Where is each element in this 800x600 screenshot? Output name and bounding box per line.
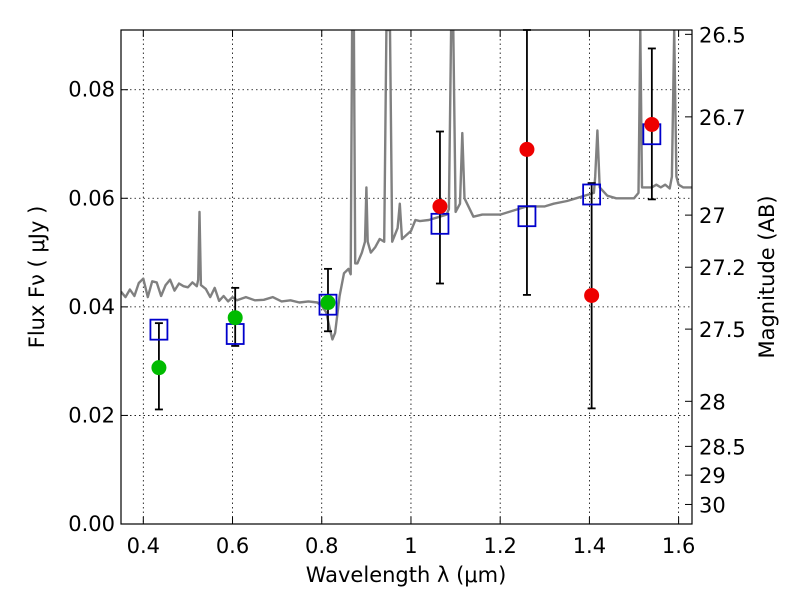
- y-tick-label: 0.04: [68, 295, 115, 319]
- y-tick-label: 0.00: [68, 512, 115, 536]
- tick-labels: 0.4 0.6 0.8 1 1.2 1.4 1.6 0.00 0.02 0.04 0.06 0.08 2…: [68, 23, 746, 558]
- observed-point: [644, 116, 660, 132]
- right-tick-label: 29: [699, 464, 726, 488]
- model-square: [318, 293, 338, 316]
- right-tick-label: 26.5: [699, 23, 746, 47]
- y-tick-label: 0.08: [68, 78, 115, 102]
- right-tick-label: 28: [699, 390, 726, 414]
- right-tick-label: 28.5: [699, 435, 746, 459]
- right-axis-title: Magnitude (AB): [755, 195, 779, 358]
- grid-lines: [121, 30, 692, 524]
- observed-point: [584, 287, 600, 303]
- data-markers: [149, 116, 662, 376]
- x-axis-title: Wavelength λ (μm): [306, 563, 507, 587]
- y-tick-label: 0.02: [68, 403, 115, 427]
- error-bars: [154, 29, 656, 411]
- right-tick-label: 27.5: [699, 318, 746, 342]
- right-tick-label: 27.2: [699, 256, 746, 280]
- observed-point: [151, 360, 167, 376]
- x-tick-label: 0.6: [216, 534, 249, 558]
- observed-point: [432, 198, 448, 214]
- x-tick-label: 1: [404, 534, 417, 558]
- axis-ticks: [121, 30, 692, 525]
- model-square: [582, 183, 602, 206]
- right-tick-label: 26.7: [699, 106, 746, 130]
- x-tick-label: 1.2: [483, 534, 516, 558]
- x-tick-label: 0.4: [127, 534, 160, 558]
- x-tick-label: 1.4: [573, 534, 606, 558]
- model-spectrum: [121, 30, 692, 341]
- x-tick-label: 0.8: [305, 534, 338, 558]
- right-tick-label: 30: [699, 493, 726, 517]
- observed-point: [519, 141, 535, 157]
- right-tick-label: 27: [699, 204, 726, 228]
- model-square: [517, 205, 537, 228]
- spectrum-line: [121, 30, 692, 341]
- y-axis-title: Flux Fν ( μJy ): [25, 206, 49, 349]
- plot-frame: [120, 29, 693, 525]
- observed-point: [320, 295, 336, 311]
- observed-point: [227, 310, 243, 326]
- model-square: [149, 318, 169, 341]
- y-tick-label: 0.06: [68, 186, 115, 210]
- x-tick-label: 1.6: [662, 534, 695, 558]
